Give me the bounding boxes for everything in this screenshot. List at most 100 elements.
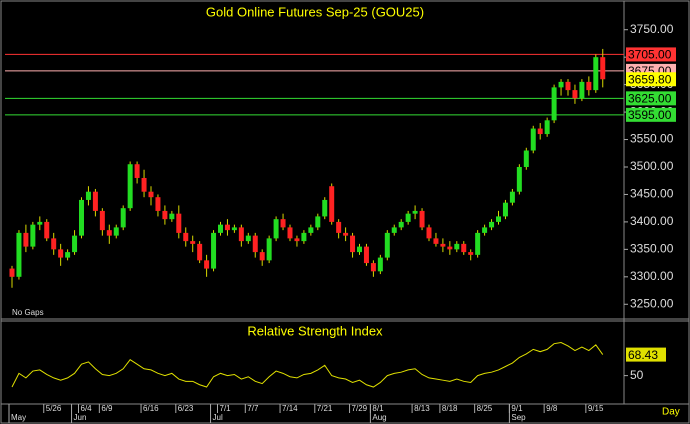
candle-body — [579, 81, 585, 99]
rsi-last-label: 68.43 — [628, 348, 658, 362]
candle-body — [461, 243, 467, 253]
level-label: 3595.00 — [628, 108, 672, 122]
candle-body — [405, 213, 411, 222]
candle-body — [475, 232, 481, 255]
rsi-line — [11, 342, 604, 388]
candle-body — [572, 90, 578, 99]
level-label: 3705.00 — [628, 48, 672, 62]
level-label: 3625.00 — [628, 92, 672, 106]
candle-body — [44, 221, 50, 239]
y-tick-label: 3550.00 — [630, 132, 674, 146]
last-close-label: 3659.80 — [628, 72, 672, 86]
last-close-box — [626, 72, 676, 87]
candle-body — [259, 252, 265, 261]
candle-body — [565, 81, 571, 91]
x-tick-label: 8/18 — [442, 404, 458, 413]
candle-body — [92, 191, 98, 211]
rsi-last-box — [626, 347, 666, 362]
x-tick-label: 9/8 — [546, 404, 558, 413]
level-box — [626, 107, 676, 122]
x-tick-label: 6/4 — [81, 404, 93, 413]
candle-body — [79, 199, 84, 236]
candle-body — [287, 227, 293, 239]
candle-body — [266, 238, 272, 261]
candle-body — [468, 252, 474, 255]
candle-body — [516, 166, 522, 192]
candle-body — [120, 208, 126, 228]
candle-body — [391, 227, 397, 233]
x-tick-label: 7/21 — [317, 404, 333, 413]
candle-body — [280, 219, 286, 228]
candle-body — [454, 243, 460, 250]
candle-body — [502, 202, 508, 217]
candle-body — [134, 164, 140, 178]
y-tick-label: 3250.00 — [630, 296, 674, 310]
candle-body — [106, 230, 112, 236]
candle-body — [148, 191, 154, 198]
candle-body — [600, 57, 606, 80]
candle-body — [218, 224, 223, 233]
candle-body — [509, 191, 515, 203]
candle-body — [30, 224, 36, 247]
candle-body — [141, 177, 147, 192]
rsi-title: Relative Strength Index — [247, 323, 383, 338]
candle-body — [16, 232, 22, 277]
candle-body — [537, 128, 543, 135]
candle-body — [72, 235, 78, 253]
level-box — [626, 91, 676, 106]
candle-body — [412, 210, 418, 214]
candle-body — [496, 216, 501, 222]
x-tick-label: 6/23 — [178, 404, 194, 413]
candle-body — [23, 232, 29, 247]
candle-body — [433, 238, 439, 244]
rsi-tick-label: 50 — [630, 368, 644, 382]
level-box — [626, 47, 676, 62]
candle-body — [384, 232, 390, 258]
candle-body — [245, 235, 251, 242]
candle-body — [273, 219, 279, 239]
month-label: Sep — [511, 413, 526, 422]
candle-body — [398, 221, 404, 228]
x-tick-label: 7/7 — [247, 404, 259, 413]
candle-body — [162, 210, 168, 220]
candle-body — [370, 263, 376, 272]
y-tick-label: 3450.00 — [630, 187, 674, 201]
candle-body — [169, 213, 175, 220]
month-label: Aug — [372, 413, 386, 422]
candle-body — [99, 210, 105, 231]
month-label: Jun — [74, 413, 87, 422]
x-tick-label: 8/13 — [414, 404, 430, 413]
candle-body — [523, 150, 529, 167]
y-tick-label: 3750.00 — [630, 22, 674, 36]
candle-body — [593, 57, 599, 91]
candle-body — [551, 87, 557, 121]
candle-body — [482, 227, 488, 233]
candle-body — [294, 238, 300, 242]
month-label: May — [11, 413, 26, 422]
y-tick-label: 3500.00 — [630, 159, 674, 173]
candle-body — [252, 235, 258, 253]
x-tick-label: 7/1 — [220, 404, 232, 413]
candle-body — [224, 224, 230, 231]
x-tick-label: 5/26 — [46, 404, 62, 413]
candle-body — [489, 221, 495, 228]
y-tick-label: 3350.00 — [630, 242, 674, 256]
x-tick-label: 7/29 — [352, 404, 368, 413]
annotation: No Gaps — [12, 308, 44, 317]
candle-body — [197, 243, 203, 261]
candle-body — [113, 227, 119, 236]
candle-body — [183, 232, 189, 242]
candle-body — [357, 246, 362, 253]
candle-body — [9, 268, 15, 277]
candle-body — [190, 241, 196, 244]
candle-body — [426, 227, 432, 239]
chart-title: Gold Online Futures Sep-25 (GOU25) — [206, 4, 424, 19]
x-axis-label: Day — [662, 407, 680, 418]
candle-body — [308, 227, 314, 233]
month-label: Jul — [213, 413, 223, 422]
candle-body — [447, 246, 453, 250]
candle-body — [363, 246, 369, 264]
candle-body — [37, 221, 43, 225]
